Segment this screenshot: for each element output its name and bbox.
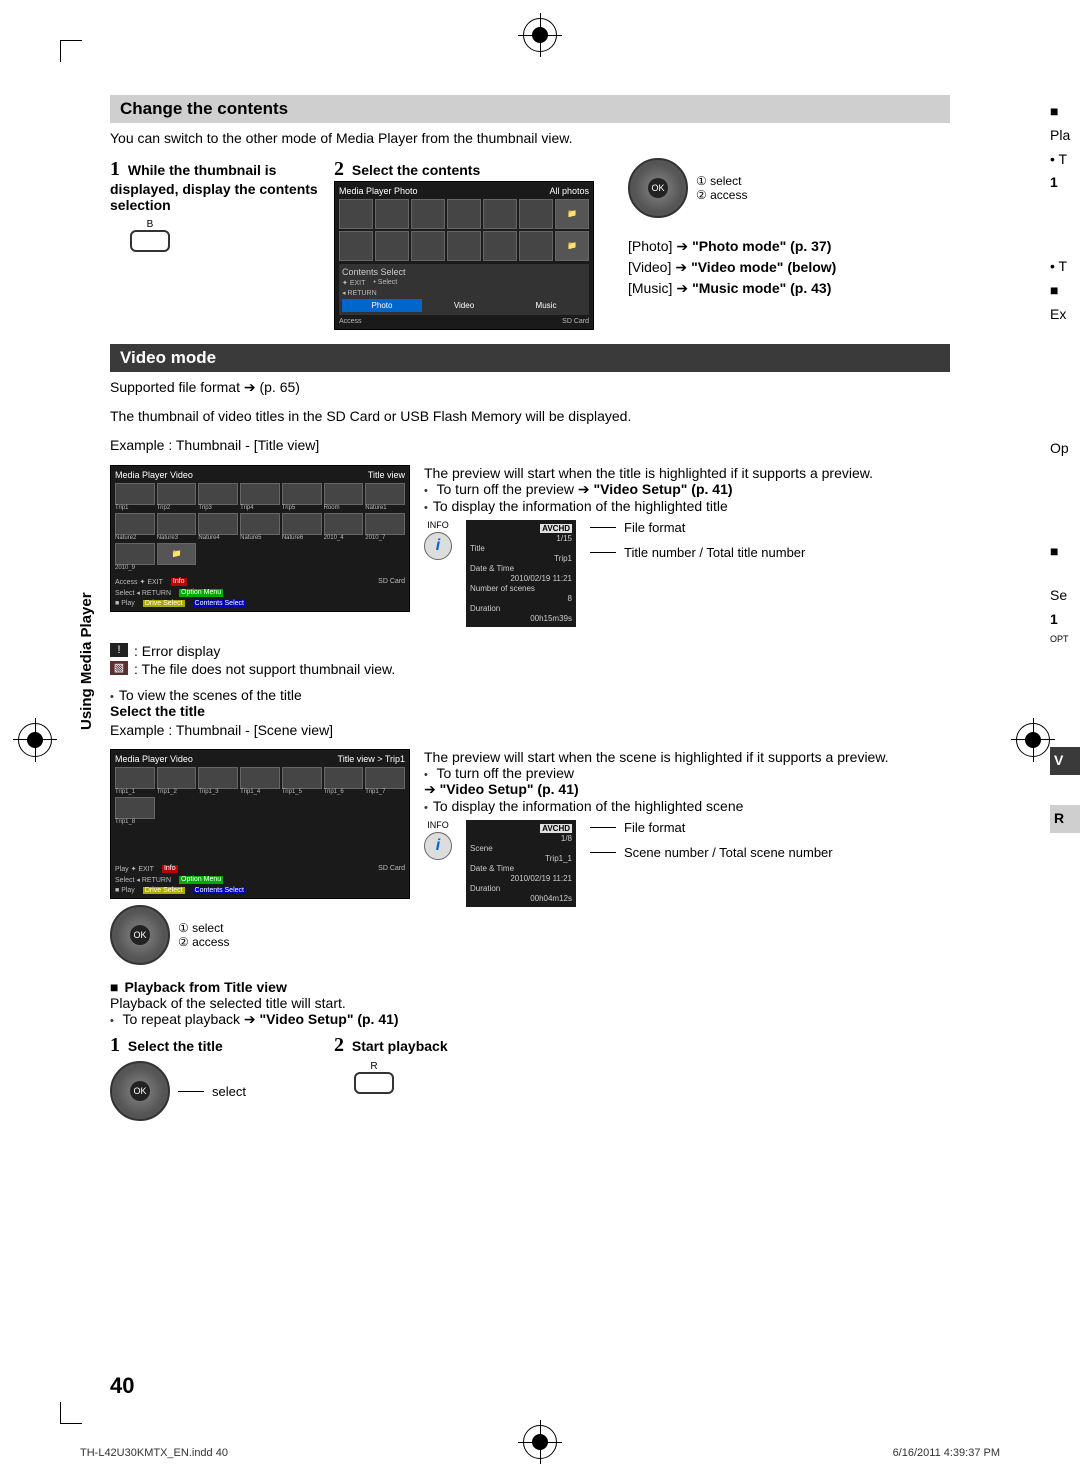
info-button-icon-2: i: [424, 832, 452, 860]
ok-pad-notes: ① select ② access: [628, 158, 950, 218]
to-view-scenes: To view the scenes of the title: [110, 687, 950, 703]
r-button-label: R: [354, 1061, 394, 1072]
ok-pad-icon-2: [110, 905, 170, 965]
ok-select-note: ① select: [696, 174, 747, 188]
scene-num: Scene number / Total scene number: [624, 845, 833, 860]
video-intro: The thumbnail of video titles in the SD …: [110, 407, 950, 426]
scene-info-card: AVCHD 1/8 Scene Trip1_1 Date & Time 2010…: [466, 820, 576, 907]
title-ff: File format: [624, 520, 685, 535]
ok-access-note: ② access: [696, 188, 747, 202]
scene-ok-pad: ① select ② access: [110, 905, 410, 965]
scene-view-screen: Media Player Video Title view > Trip1 Tr…: [110, 749, 410, 899]
registration-mark-right: [1016, 723, 1050, 757]
step1-title: While the thumbnail is displayed, displa…: [110, 162, 318, 213]
change-intro: You can switch to the other mode of Medi…: [110, 129, 950, 148]
title-num: Title number / Total title number: [624, 545, 805, 560]
info-button-icon: i: [424, 532, 452, 560]
step1-heading: 1 While the thumbnail is displayed, disp…: [110, 158, 320, 213]
change-steps-row: 1 While the thumbnail is displayed, disp…: [110, 158, 950, 330]
mode-references: [Photo]➔"Photo mode" (p. 37) [Video]➔"Vi…: [628, 236, 950, 299]
select-the-title: Select the title: [110, 703, 205, 719]
footer-right: 6/16/2011 4:39:37 PM: [893, 1447, 1000, 1459]
tab-photo: Photo: [342, 299, 422, 312]
tab-video: Video: [424, 299, 504, 312]
example-title-view: Example : Thumbnail - [Title view]: [110, 436, 950, 455]
step2-num: 2: [334, 158, 344, 180]
title-view-screen: Media Player Video Title view Trip1Trip2…: [110, 465, 410, 612]
nothumb-icon: ▧: [110, 661, 128, 675]
pb-step1-heading: 1 Select the title: [110, 1034, 320, 1057]
crop-mark-tl: [60, 40, 82, 62]
title-info-card: AVCHD 1/15 Title Trip1 Date & Time 2010/…: [466, 520, 576, 627]
playback-text: Playback of the selected title will star…: [110, 995, 950, 1011]
info-label: INFO: [427, 520, 449, 530]
repeat-playback: To repeat playback ➔ "Video Setup" (p. 4…: [110, 1011, 950, 1028]
side-chapter-label: Using Media Player: [78, 592, 95, 730]
legend-error: ! : Error display: [110, 643, 950, 659]
footer-left: TH-L42U30KMTX_EN.indd 40: [80, 1447, 228, 1459]
title-preview-off: To turn off the preview ➔ "Video Setup" …: [424, 481, 950, 498]
footer: TH-L42U30KMTX_EN.indd 40 6/16/2011 4:39:…: [80, 1447, 1000, 1459]
page-number: 40: [110, 1373, 134, 1399]
title-disp-info: To display the information of the highli…: [424, 498, 950, 514]
screen-hdr-right: All photos: [549, 186, 589, 196]
ok-pad-icon: [628, 158, 688, 218]
r-button-icon: [354, 1072, 394, 1094]
cs-label: Contents Select: [342, 267, 586, 277]
ok-pad-icon-3: [110, 1061, 170, 1121]
step2-heading: 2 Select the contents: [334, 158, 614, 181]
b-button-icon: [130, 230, 170, 252]
scene-preview-text: The preview will start when the scene is…: [424, 749, 950, 765]
crop-mark-bl: [60, 1402, 82, 1424]
pb-step2-heading: 2 Start playback: [334, 1034, 448, 1057]
right-bleed-text: ■ Pla • T 1 • T ■ Ex Op ■ Se 1 OPT V R: [1050, 100, 1080, 833]
example-scene-view: Example : Thumbnail - [Scene view]: [110, 721, 950, 740]
screen-hdr-left: Media Player Photo: [339, 186, 418, 196]
supported-line: Supported file format ➔ (p. 65): [110, 378, 950, 397]
step1-num: 1: [110, 158, 120, 180]
section-video-mode: Video mode: [110, 344, 950, 372]
page-content: Change the contents You can switch to th…: [110, 95, 950, 1129]
b-button-label: B: [130, 219, 170, 230]
scene-ff: File format: [624, 820, 685, 835]
title-preview-text: The preview will start when the title is…: [424, 465, 950, 481]
legend-nothumb: ▧ : The file does not support thumbnail …: [110, 661, 950, 677]
registration-mark-left: [18, 723, 52, 757]
pb-select-label: select: [212, 1084, 246, 1099]
playback-heading: Playback from Title view: [110, 979, 950, 995]
registration-mark-top: [523, 18, 557, 52]
scene-disp-info: To display the information of the highli…: [424, 798, 950, 814]
step2-title: Select the contents: [352, 162, 480, 178]
contents-select-screen: Media Player Photo All photos 📁 📁 Conten…: [334, 181, 594, 330]
scene-preview-off: To turn off the preview ➔ "Video Setup" …: [424, 765, 950, 798]
error-icon: !: [110, 643, 128, 657]
section-change-contents: Change the contents: [110, 95, 950, 123]
tab-music: Music: [506, 299, 586, 312]
